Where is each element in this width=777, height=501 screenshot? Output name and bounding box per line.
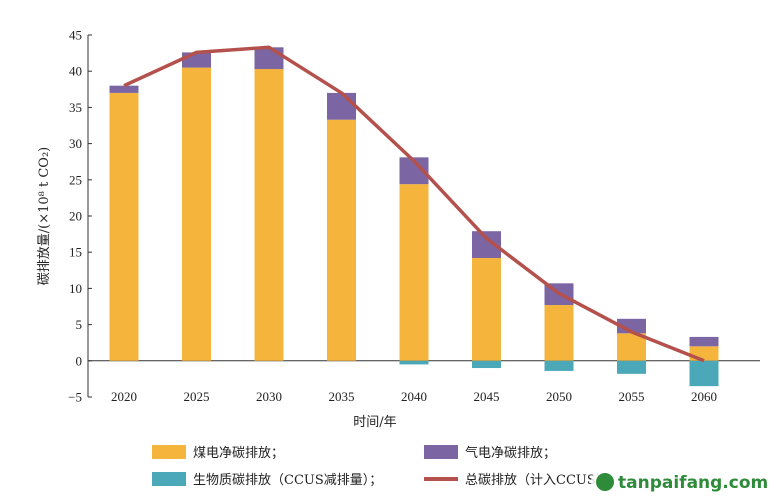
legend: 煤电净碳排放； 气电净碳排放； 生物质碳排放（CCUS减排量）； 总碳排放（计入CCU… [152, 445, 609, 488]
bar-series-0-2040 [399, 184, 429, 361]
bar-series-0-2025 [182, 67, 211, 361]
y-tick-label: 40 [69, 64, 82, 79]
total-line [123, 45, 705, 363]
watermark-text: tanpaifang.com [618, 473, 768, 493]
y-tick-label: 25 [69, 172, 82, 187]
y-axis: −5 0 5 10 15 20 25 30 35 40 45 [68, 28, 92, 405]
y-tick-label: 15 [69, 245, 82, 260]
y-tick-label: 30 [69, 136, 82, 151]
bar-series-0-2050 [544, 305, 574, 361]
bar-series-2-2045 [472, 360, 501, 369]
x-tick-label: 2030 [256, 389, 282, 404]
x-tick-label: 2055 [619, 389, 645, 404]
x-tick-label: 2060 [691, 389, 717, 404]
legend-label-3: 总碳排放（计入CCUS） [465, 473, 609, 488]
x-tick-label: 2045 [474, 389, 500, 404]
bar-series-1-2025 [182, 52, 211, 68]
x-tick-label: 2040 [401, 389, 427, 404]
y-tick-label: 0 [76, 353, 83, 368]
bar-series-0-2020 [109, 92, 139, 361]
bar-series-0-2045 [472, 257, 501, 361]
legend-swatch-1 [424, 445, 458, 459]
x-tick-label: 2020 [111, 389, 137, 404]
y-tick-label: −5 [68, 390, 82, 405]
x-axis: 2020 2025 2030 2035 2040 2045 2050 2055 2060 [88, 360, 760, 404]
watermark-logo: tanpaifang.com [591, 468, 773, 496]
y-tick-label: 10 [69, 281, 82, 296]
legend-label-1: 气电净碳排放； [465, 445, 556, 461]
bar-series-1-2030 [254, 47, 284, 70]
bar-series-1-2020 [109, 85, 139, 93]
y-axis-title: 碳排放量/(×10⁸ t CO₂) [37, 147, 52, 285]
watermark-background [591, 468, 773, 496]
y-tick-label: 5 [76, 317, 83, 332]
legend-swatch-2 [152, 472, 186, 486]
x-tick-label: 2035 [329, 389, 355, 404]
bar-series-1-2060 [689, 336, 719, 347]
bar-series-1-2035 [327, 92, 356, 120]
bar-series-2-2060 [689, 360, 719, 387]
watermark-leaf-icon [596, 473, 614, 491]
bar-series-2-2055 [617, 360, 646, 374]
legend-label-2: 生物质碳排放（CCUS减排量）； [193, 473, 382, 488]
bar-series-2-2040 [399, 360, 429, 365]
x-axis-title: 时间/年 [353, 415, 396, 430]
bars [109, 47, 719, 387]
y-tick-label: 20 [69, 209, 82, 224]
total-emission-line [123, 45, 705, 363]
x-tick-label: 2025 [184, 389, 210, 404]
y-tick-label: 45 [69, 28, 82, 43]
legend-swatch-0 [152, 445, 186, 459]
bar-series-0-2035 [327, 119, 356, 361]
legend-swatch-3 [424, 477, 458, 481]
bar-series-0-2055 [617, 333, 646, 361]
legend-label-0: 煤电净碳排放； [193, 446, 284, 461]
bar-series-2-2050 [544, 360, 574, 371]
bar-series-0-2030 [254, 69, 284, 361]
y-tick-label: 35 [69, 100, 82, 115]
x-tick-label: 2050 [546, 389, 572, 404]
